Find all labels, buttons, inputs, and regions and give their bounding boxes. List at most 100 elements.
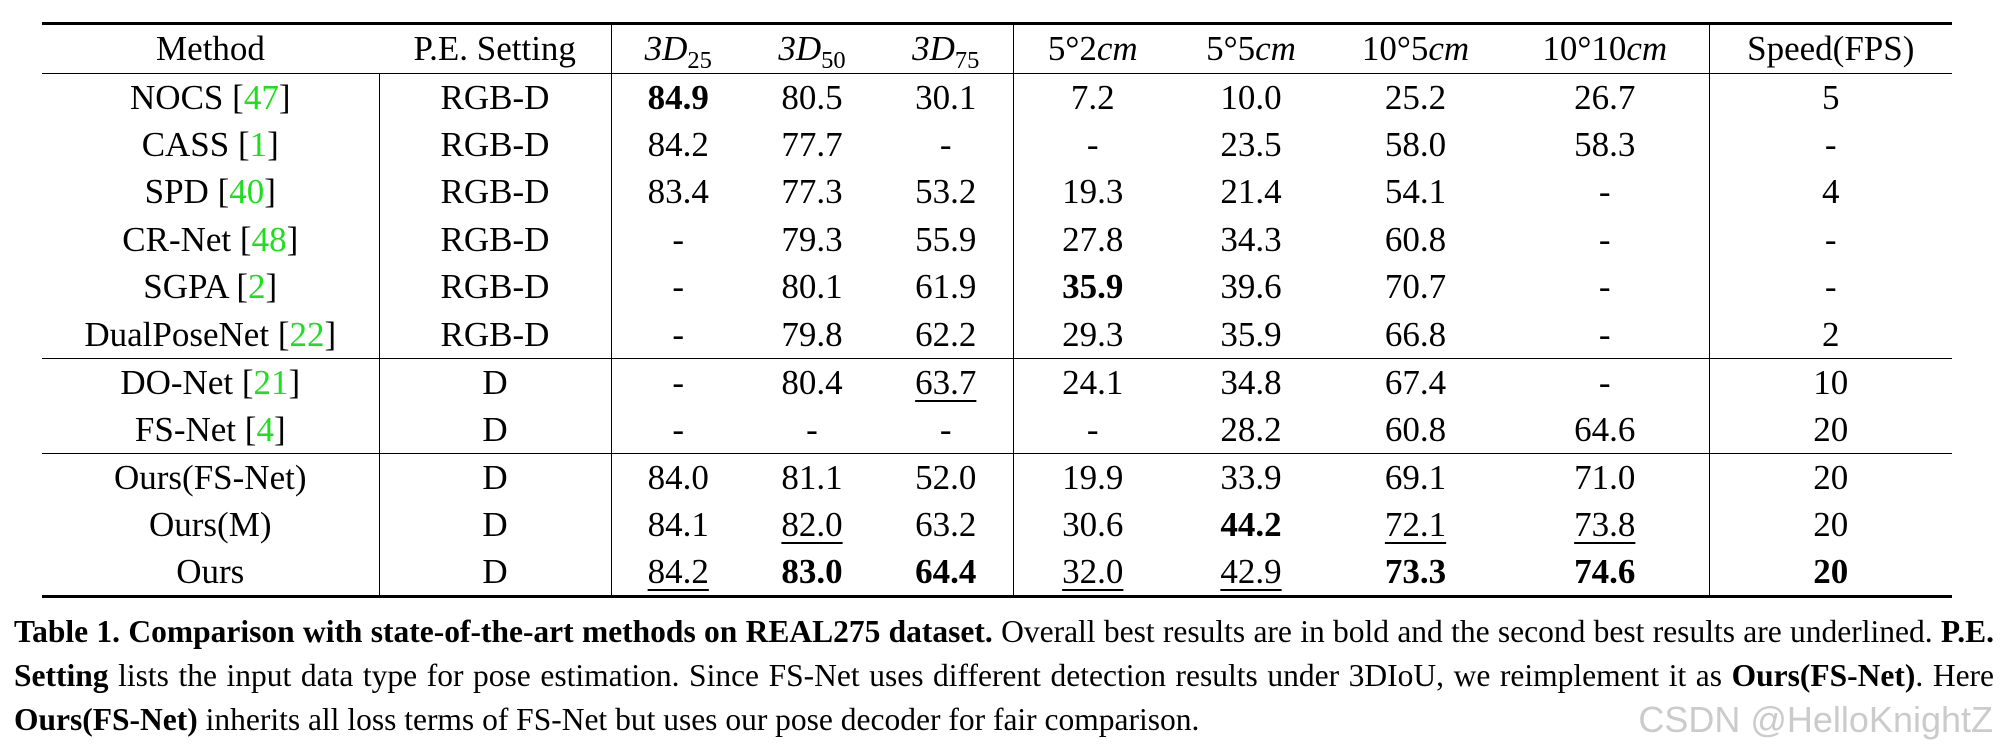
metric-cell: 30.1 xyxy=(879,73,1014,121)
metric-value: 64.4 xyxy=(915,551,977,591)
metric-value: 44.2 xyxy=(1220,504,1282,544)
method-name: Ours xyxy=(176,551,245,591)
metric-cell: 42.9 xyxy=(1172,549,1330,597)
metric-value: 60.8 xyxy=(1384,409,1447,449)
citation-link[interactable]: 2 xyxy=(248,267,266,307)
metric-value: - xyxy=(672,314,685,354)
method-name: CR-Net xyxy=(122,219,232,259)
metric-cell: 73.8 xyxy=(1501,501,1710,549)
table-row: NOCS [47] RGB-D 84.9 80.5 30.1 7.2 10.0 25.2 26.… xyxy=(42,73,1952,122)
metric-cell: 74.6 xyxy=(1501,548,1710,596)
citation-link[interactable]: 40 xyxy=(229,172,265,212)
metric-cell: 84.0 xyxy=(611,454,745,502)
metric-value: 20 xyxy=(1813,409,1849,449)
metric-cell: 60.8 xyxy=(1330,406,1501,454)
metric-value: 4 xyxy=(1822,172,1840,212)
metric-value: - xyxy=(806,409,818,449)
header-text: P.E. Setting xyxy=(413,29,576,68)
pe-setting-cell: D xyxy=(379,548,612,596)
header-subscript: 75 xyxy=(954,47,980,74)
metric-value: 34.8 xyxy=(1220,362,1282,402)
column-header: P.E. Setting xyxy=(379,23,612,74)
header-text: 3D xyxy=(912,29,955,68)
table-row: CR-Net [48] RGB-D - 79.3 55.9 27.8 34.3 60.8 - - xyxy=(42,216,1952,264)
method-cell: NOCS [47] xyxy=(42,73,380,121)
header-text: Speed(FPS) xyxy=(1747,29,1915,68)
metric-value: 19.3 xyxy=(1062,172,1124,212)
metric-cell: 20 xyxy=(1709,501,1952,549)
pe-setting-cell: RGB-D xyxy=(379,311,612,359)
metric-value: 55.9 xyxy=(915,219,977,259)
metric-value: 84.9 xyxy=(647,77,709,117)
metric-cell: 83.4 xyxy=(611,169,745,217)
metric-value: 53.2 xyxy=(915,172,977,212)
citation-link[interactable]: 21 xyxy=(253,362,289,402)
metric-value: 21.4 xyxy=(1220,172,1282,212)
metric-value: - xyxy=(1598,219,1611,259)
metric-value: 71.0 xyxy=(1574,457,1636,497)
method-name: CASS xyxy=(141,124,230,164)
header-unit: cm xyxy=(1255,29,1296,68)
metric-cell: - xyxy=(611,359,745,407)
metric-value: 70.7 xyxy=(1384,267,1447,307)
pe-setting-cell: D xyxy=(379,453,612,501)
metric-cell: 67.4 xyxy=(1330,359,1501,407)
table-row: SPD [40] RGB-D 83.4 77.3 53.2 19.3 21.4 54.1 - 4 xyxy=(42,168,1952,217)
pe-setting-cell: RGB-D xyxy=(379,168,612,216)
metric-cell: - xyxy=(879,121,1014,169)
column-header: Speed(FPS) xyxy=(1709,24,1952,74)
metric-value: - xyxy=(672,219,685,259)
pe-setting-cell: RGB-D xyxy=(379,73,612,121)
metric-value: 72.1 xyxy=(1384,504,1447,544)
method-cell: DualPoseNet [22] xyxy=(42,311,380,359)
metric-value: - xyxy=(672,267,685,307)
metric-cell: 21.4 xyxy=(1172,169,1330,217)
metric-value: 77.7 xyxy=(781,124,843,164)
metric-value: - xyxy=(1824,124,1837,164)
header-text: 5°2 xyxy=(1047,29,1097,68)
metric-cell: 29.3 xyxy=(1013,311,1172,359)
table-row: DO-Net [21] D - 80.4 63.7 24.1 34.8 67.4 - 10 xyxy=(42,358,1952,407)
metric-cell: 80.5 xyxy=(745,74,879,122)
citation-link[interactable]: 1 xyxy=(249,124,268,164)
caption-title: Comparison with state-of-the-art methods… xyxy=(128,614,993,649)
table-caption: Table 1. Comparison with state-of-the-ar… xyxy=(14,610,1994,742)
metric-value: 66.8 xyxy=(1384,314,1447,354)
method-name: FS-Net xyxy=(134,409,237,449)
pe-setting-cell: RGB-D xyxy=(379,216,612,264)
header-subscript: 25 xyxy=(687,47,712,74)
metric-value: 39.6 xyxy=(1220,267,1282,307)
metric-cell: 55.9 xyxy=(879,216,1014,264)
metric-cell: 58.0 xyxy=(1330,121,1501,169)
metric-value: 80.4 xyxy=(781,362,843,402)
metric-value: 10.0 xyxy=(1220,77,1282,117)
metric-value: 30.6 xyxy=(1062,504,1124,544)
metric-cell: 10 xyxy=(1709,359,1952,407)
metric-cell: - xyxy=(1013,406,1172,454)
citation-link[interactable]: 47 xyxy=(243,77,279,117)
metric-value: 30.1 xyxy=(915,77,977,117)
metric-value: 83.0 xyxy=(781,551,843,591)
metric-cell: - xyxy=(879,406,1014,454)
citation-link[interactable]: 22 xyxy=(289,314,325,354)
metric-cell: 52.0 xyxy=(879,453,1014,501)
method-cell: SGPA [2] xyxy=(42,263,380,311)
method-cell: DO-Net [21] xyxy=(42,358,380,406)
caption-sentence-4: inherits all loss terms of FS-Net but us… xyxy=(205,702,1200,737)
metric-value: 74.6 xyxy=(1574,551,1636,591)
metric-cell: 5 xyxy=(1709,74,1952,122)
metric-cell: 84.2 xyxy=(611,549,745,597)
metric-value: - xyxy=(939,409,952,449)
caption-sentence-1: Overall best results are in bold and the… xyxy=(1001,614,1933,649)
metric-value: - xyxy=(1598,267,1611,307)
metric-cell: 66.8 xyxy=(1330,311,1501,359)
metric-value: - xyxy=(1598,314,1611,354)
metric-cell: 84.1 xyxy=(611,501,745,549)
header-unit: cm xyxy=(1428,29,1470,68)
metric-value: 63.2 xyxy=(915,504,977,544)
citation-link[interactable]: 48 xyxy=(251,219,287,259)
citation-link[interactable]: 4 xyxy=(256,409,274,449)
metric-cell: 27.8 xyxy=(1013,216,1172,264)
header-unit: cm xyxy=(1626,29,1668,68)
table-body: NOCS [47] RGB-D 84.9 80.5 30.1 7.2 10.0 25.2 26.… xyxy=(42,73,1952,597)
